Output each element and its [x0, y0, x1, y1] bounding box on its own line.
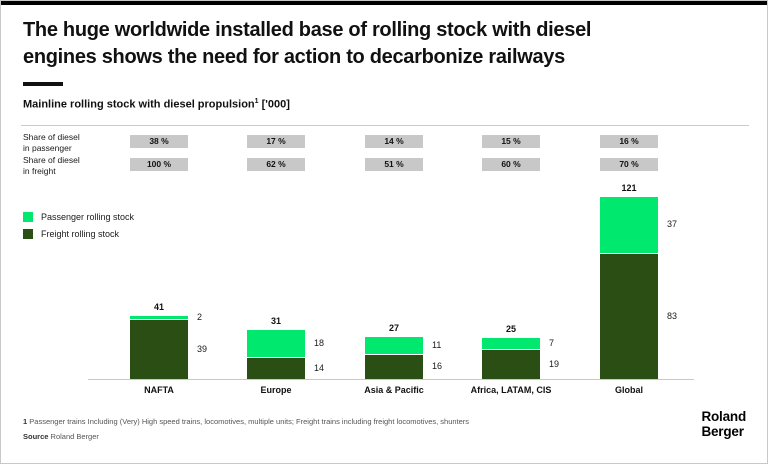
total-label-Global: 121 — [621, 183, 637, 193]
share-freight-label-line1: Share of diesel — [23, 155, 80, 165]
passenger-value-label-Africa, LATAM, CIS: 7 — [549, 337, 555, 348]
passenger-value-label-NAFTA: 2 — [197, 311, 203, 322]
freight-value-label-NAFTA: 39 — [197, 343, 208, 354]
share-diesel-passenger-label: Share of diesel in passenger — [23, 132, 133, 154]
page-title: The huge worldwide installed base of rol… — [23, 17, 747, 71]
chart-subtitle-text: Mainline rolling stock with diesel propu… — [23, 98, 255, 111]
bar-segment-passenger-Asia & Pacific — [365, 337, 423, 354]
roland-berger-logo: Roland Berger — [701, 409, 746, 439]
passenger-value-label-Europe: 18 — [314, 337, 325, 348]
bar-group-NAFTA — [130, 316, 188, 379]
passenger-color-swatch — [23, 212, 33, 222]
page-title-line1: The huge worldwide installed base of rol… — [23, 19, 592, 41]
bar-group-Global — [600, 197, 658, 379]
footnote-ref-superscript: 1 — [254, 98, 259, 105]
bar-segment-freight-Europe — [247, 358, 305, 379]
bar-segment-freight-Asia & Pacific — [365, 355, 423, 379]
bar-group-Europe — [247, 330, 305, 379]
category-label-Global: Global — [614, 385, 643, 395]
share-badge-passenger-Global: 16 % — [600, 135, 658, 148]
logo-line1: Roland — [701, 409, 746, 424]
total-label-Europe: 31 — [270, 316, 281, 326]
total-label-Asia & Pacific: 27 — [388, 323, 399, 333]
freight-color-swatch — [23, 229, 33, 239]
share-freight-label-line2: in freight — [23, 166, 56, 176]
freight-value-label-Africa, LATAM, CIS: 19 — [549, 358, 560, 369]
bar-segment-passenger-Global — [600, 197, 658, 253]
separator-line — [21, 125, 749, 126]
legend-item-freight: Freight rolling stock — [23, 229, 134, 239]
bar-group-Asia & Pacific — [365, 337, 423, 379]
bar-segment-freight-Global — [600, 254, 658, 379]
share-badge-freight-NAFTA: 100 % — [130, 158, 188, 171]
footnote-marker: 1 — [23, 417, 28, 426]
logo-line2: Berger — [701, 423, 744, 439]
segment-gap — [247, 357, 305, 358]
category-label-Africa, LATAM, CIS: Africa, LATAM, CIS — [470, 385, 552, 395]
share-diesel-freight-label: Share of diesel in freight — [23, 155, 133, 177]
passenger-value-label-Asia & Pacific: 11 — [432, 339, 442, 350]
total-label-NAFTA: 41 — [153, 302, 164, 312]
legend-label-passenger: Passenger rolling stock — [41, 212, 135, 222]
footnote: 1 Passenger trains Including (Very) High… — [23, 417, 583, 426]
chart-subtitle-unit: ['000] — [258, 98, 290, 111]
passenger-value-label-Global: 37 — [667, 219, 678, 229]
bar-segment-passenger-Europe — [247, 330, 305, 357]
bar-segment-freight-NAFTA — [130, 320, 188, 379]
bar-segment-passenger-Africa, LATAM, CIS — [482, 338, 540, 349]
source-line: Source Roland Berger — [23, 432, 99, 441]
share-badge-freight-Europe: 62 % — [247, 158, 305, 171]
share-badge-passenger-Europe: 17 % — [247, 135, 305, 148]
legend: Passenger rolling stock Freight rolling … — [23, 212, 134, 246]
share-passenger-label-line2: in passenger — [23, 143, 72, 153]
bar-group-Africa, LATAM, CIS — [482, 338, 540, 379]
source-value: Roland Berger — [48, 432, 99, 441]
chart-subtitle: Mainline rolling stock with diesel propu… — [23, 98, 290, 111]
share-badge-passenger-Africa, LATAM, CIS: 15 % — [482, 135, 540, 148]
freight-value-label-Europe: 14 — [314, 362, 325, 373]
segment-gap — [482, 349, 540, 350]
share-passenger-label-line1: Share of diesel — [23, 132, 80, 142]
category-label-NAFTA: NAFTA — [144, 385, 174, 395]
share-badge-freight-Global: 70 % — [600, 158, 658, 171]
segment-gap — [600, 253, 658, 254]
bar-segment-passenger-NAFTA — [130, 316, 188, 319]
category-label-Asia & Pacific: Asia & Pacific — [364, 385, 424, 395]
page-title-line2: engines shows the need for action to dec… — [23, 46, 565, 68]
share-badge-freight-Asia & Pacific: 51 % — [365, 158, 423, 171]
x-axis-line — [88, 379, 694, 380]
bar-segment-freight-Africa, LATAM, CIS — [482, 350, 540, 379]
share-badge-freight-Africa, LATAM, CIS: 60 % — [482, 158, 540, 171]
top-accent-bar — [1, 1, 767, 5]
legend-label-freight: Freight rolling stock — [41, 229, 120, 239]
share-badge-passenger-Asia & Pacific: 14 % — [365, 135, 423, 148]
footnote-body: Passenger trains Including (Very) High s… — [29, 417, 470, 426]
segment-gap — [130, 319, 188, 320]
category-label-Europe: Europe — [260, 385, 292, 395]
share-badge-passenger-NAFTA: 38 % — [130, 135, 188, 148]
title-dash — [23, 82, 63, 86]
total-label-Africa, LATAM, CIS: 25 — [505, 324, 516, 334]
segment-gap — [365, 354, 423, 355]
legend-item-passenger: Passenger rolling stock — [23, 212, 134, 222]
freight-value-label-Global: 83 — [667, 310, 678, 321]
source-label: Source — [23, 432, 49, 441]
freight-value-label-Asia & Pacific: 16 — [432, 361, 443, 371]
